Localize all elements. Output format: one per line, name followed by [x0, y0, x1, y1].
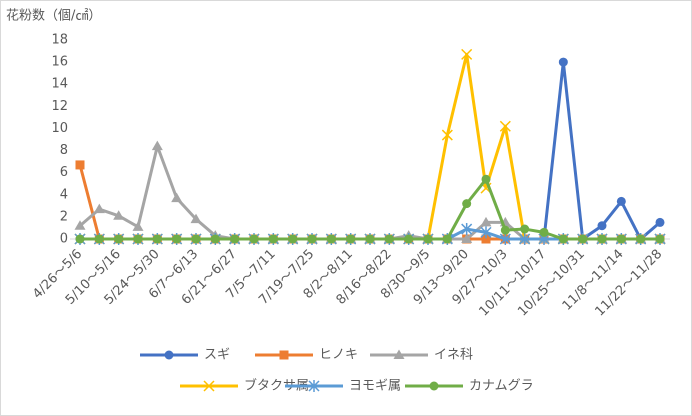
marker: [429, 381, 439, 391]
marker: [249, 234, 259, 244]
legend-label: ヒノキ: [319, 348, 358, 363]
legend-item: ブタクサ属: [180, 378, 309, 394]
marker: [558, 234, 568, 244]
chart-title: 花粉数（個/㎠）: [6, 8, 101, 24]
marker: [480, 226, 492, 239]
marker: [94, 234, 104, 244]
marker: [597, 234, 607, 244]
legend-label: スギ: [204, 348, 230, 363]
marker: [74, 220, 86, 230]
legend-label: ブタクサ属: [244, 378, 309, 394]
y-tick-label: 18: [51, 33, 68, 48]
marker: [346, 234, 356, 244]
marker: [499, 233, 511, 245]
marker: [172, 234, 182, 244]
marker: [113, 210, 125, 220]
marker: [75, 160, 85, 170]
y-tick-label: 4: [60, 187, 68, 202]
marker: [203, 380, 215, 392]
marker: [655, 234, 665, 244]
marker: [558, 57, 568, 67]
marker: [481, 234, 491, 244]
legend-label: イネ科: [434, 348, 473, 363]
marker: [539, 227, 549, 237]
marker: [500, 225, 510, 235]
marker: [171, 192, 183, 203]
marker: [461, 233, 473, 243]
marker: [93, 203, 105, 214]
legend-label: ヨモギ属: [349, 379, 401, 394]
marker: [499, 120, 511, 132]
marker: [461, 48, 473, 60]
legend-item: スギ: [140, 348, 230, 363]
marker: [114, 234, 124, 244]
marker: [481, 174, 491, 184]
marker: [441, 129, 453, 141]
marker: [461, 223, 473, 236]
marker: [288, 234, 298, 244]
marker: [151, 140, 163, 151]
marker: [230, 234, 240, 244]
marker: [365, 234, 375, 244]
marker: [597, 221, 607, 231]
marker: [462, 199, 472, 209]
marker: [279, 350, 289, 360]
marker: [423, 234, 433, 244]
marker: [308, 380, 320, 392]
marker: [616, 196, 626, 206]
marker: [384, 234, 394, 244]
y-tick-label: 8: [60, 143, 68, 158]
legend-item: カナムグラ: [405, 379, 534, 394]
legend-item: ヨモギ属: [285, 379, 401, 394]
marker: [326, 234, 336, 244]
y-tick-label: 12: [51, 99, 68, 114]
marker: [404, 234, 414, 244]
legend-item: イネ科: [370, 348, 473, 363]
marker: [636, 234, 646, 244]
marker: [520, 224, 530, 234]
marker: [191, 234, 201, 244]
marker: [133, 234, 143, 244]
marker: [190, 213, 202, 224]
y-tick-label: 6: [60, 165, 68, 180]
marker: [616, 234, 626, 244]
legend-item: ヒノキ: [255, 348, 358, 363]
marker: [307, 234, 317, 244]
marker: [480, 216, 492, 227]
y-tick-label: 0: [60, 232, 68, 247]
y-tick-label: 10: [51, 121, 68, 136]
marker: [132, 221, 144, 231]
marker: [268, 234, 278, 244]
marker: [210, 234, 220, 244]
marker: [578, 234, 588, 244]
y-tick-label: 2: [60, 209, 68, 224]
marker: [152, 234, 162, 244]
marker: [75, 234, 85, 244]
y-tick-label: 16: [51, 55, 68, 70]
marker: [442, 234, 452, 244]
marker: [393, 349, 405, 359]
y-tick-label: 14: [51, 77, 68, 92]
marker: [519, 233, 531, 245]
marker: [655, 217, 665, 227]
legend-label: カナムグラ: [469, 379, 534, 394]
marker: [164, 350, 174, 360]
